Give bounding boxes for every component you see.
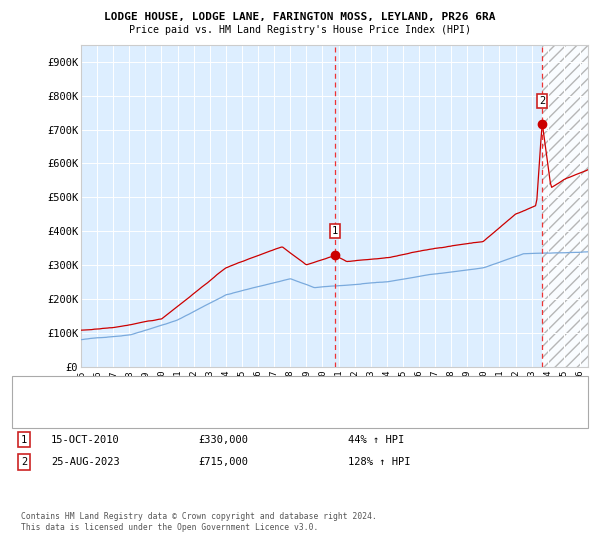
Text: 1: 1	[21, 435, 27, 445]
Text: Price paid vs. HM Land Registry's House Price Index (HPI): Price paid vs. HM Land Registry's House …	[129, 25, 471, 35]
Text: 2: 2	[21, 457, 27, 467]
Text: 44% ↑ HPI: 44% ↑ HPI	[348, 435, 404, 445]
Text: £330,000: £330,000	[198, 435, 248, 445]
Text: Contains HM Land Registry data © Crown copyright and database right 2024.
This d: Contains HM Land Registry data © Crown c…	[21, 512, 377, 532]
Text: 2: 2	[539, 96, 545, 106]
Text: LODGE HOUSE, LODGE LANE, FARINGTON MOSS, LEYLAND, PR26 6RA: LODGE HOUSE, LODGE LANE, FARINGTON MOSS,…	[104, 12, 496, 22]
Text: HPI: Average price, detached house, South Ribble: HPI: Average price, detached house, Sout…	[54, 394, 312, 403]
Text: 1: 1	[332, 226, 338, 236]
Text: LODGE HOUSE, LODGE LANE, FARINGTON MOSS, LEYLAND, PR26 6RA (detached house): LODGE HOUSE, LODGE LANE, FARINGTON MOSS,…	[54, 379, 457, 388]
Text: 15-OCT-2010: 15-OCT-2010	[51, 435, 120, 445]
Bar	[542, 45, 588, 367]
Text: —: —	[24, 392, 37, 405]
Text: 25-AUG-2023: 25-AUG-2023	[51, 457, 120, 467]
Text: 128% ↑ HPI: 128% ↑ HPI	[348, 457, 410, 467]
Text: £715,000: £715,000	[198, 457, 248, 467]
Text: —: —	[24, 376, 37, 390]
